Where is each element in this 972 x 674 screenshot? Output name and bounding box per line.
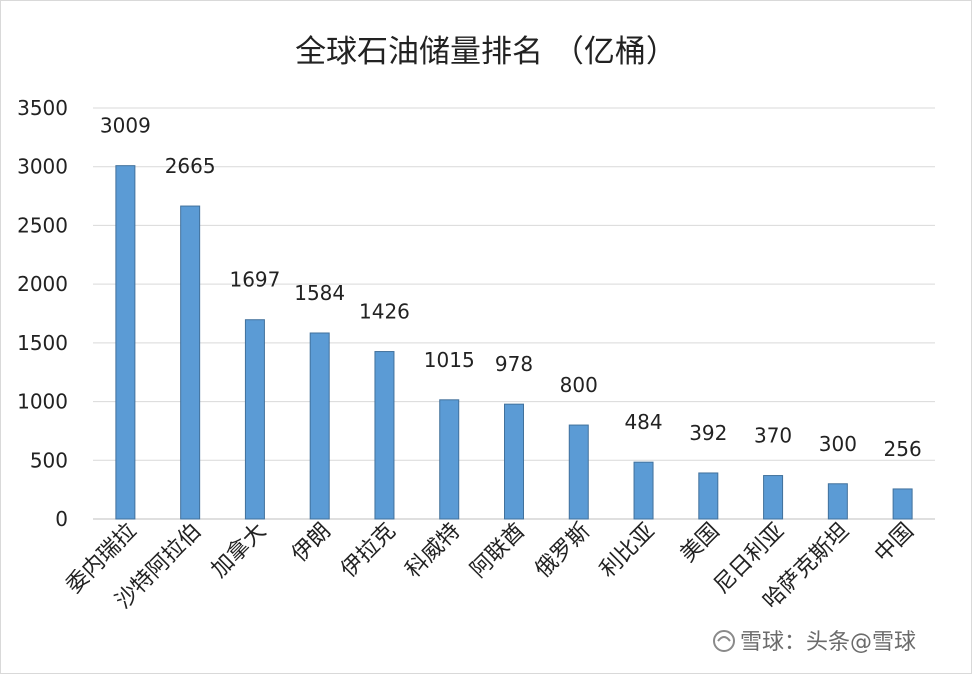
- x-category-label: 伊拉克: [336, 519, 400, 583]
- chart-title: 全球石油储量排名 （亿桶）: [295, 34, 677, 70]
- bar: [504, 403, 524, 520]
- bar: [180, 205, 201, 520]
- bar: [568, 424, 589, 520]
- data-label: 256: [884, 437, 922, 461]
- xueqiu-logo-mark: [717, 636, 731, 642]
- x-category-label: 中国: [870, 519, 919, 568]
- y-tick-label: 2500: [17, 213, 68, 237]
- watermark: 雪球：头条@雪球: [713, 630, 916, 655]
- data-label: 370: [754, 424, 792, 448]
- bar: [827, 483, 848, 520]
- data-label: 1426: [359, 300, 410, 324]
- x-category-label: 科威特: [401, 519, 465, 583]
- data-label: 1015: [424, 348, 475, 372]
- bar: [309, 332, 330, 520]
- data-label: 484: [624, 410, 662, 434]
- y-tick-label: 3500: [17, 96, 68, 120]
- data-labels: 3009 2665 1697 1584 1426 1015 978 800 484 392 370 3…: [100, 114, 922, 461]
- x-category-label: 伊朗: [287, 519, 336, 568]
- xueqiu-logo-icon: [713, 630, 735, 652]
- y-tick-label: 0: [55, 507, 68, 531]
- watermark-text: 雪球：头条@雪球: [740, 630, 916, 655]
- bars: [115, 165, 913, 520]
- bar: [763, 475, 784, 520]
- data-label: 2665: [165, 154, 216, 178]
- bar: [892, 488, 913, 520]
- y-tick-label: 1500: [17, 331, 68, 355]
- data-label: 3009: [100, 114, 151, 138]
- bar: [115, 165, 136, 520]
- x-category-label: 加拿大: [206, 518, 271, 583]
- gridlines: [93, 107, 935, 520]
- bar: [633, 461, 654, 520]
- x-category-label: 俄罗斯: [531, 519, 595, 583]
- y-axis: 0 500 1000 1500 2000 2500 3000 3500: [17, 96, 68, 531]
- data-label: 800: [560, 373, 598, 397]
- data-label: 978: [495, 352, 533, 376]
- data-label: 300: [819, 432, 857, 456]
- bar: [244, 319, 265, 520]
- bar: [374, 351, 395, 520]
- data-label: 392: [689, 421, 727, 445]
- x-category-label: 利比亚: [595, 519, 659, 583]
- y-tick-label: 2000: [17, 272, 68, 296]
- data-label: 1697: [229, 268, 280, 292]
- x-category-label: 阿联酋: [466, 519, 530, 583]
- bar: [439, 399, 460, 520]
- data-label: 1584: [294, 281, 345, 305]
- y-tick-label: 3000: [17, 155, 68, 179]
- y-tick-label: 500: [30, 448, 68, 472]
- x-category-label: 美国: [676, 519, 725, 568]
- bar: [698, 472, 719, 520]
- y-tick-label: 1000: [17, 390, 68, 414]
